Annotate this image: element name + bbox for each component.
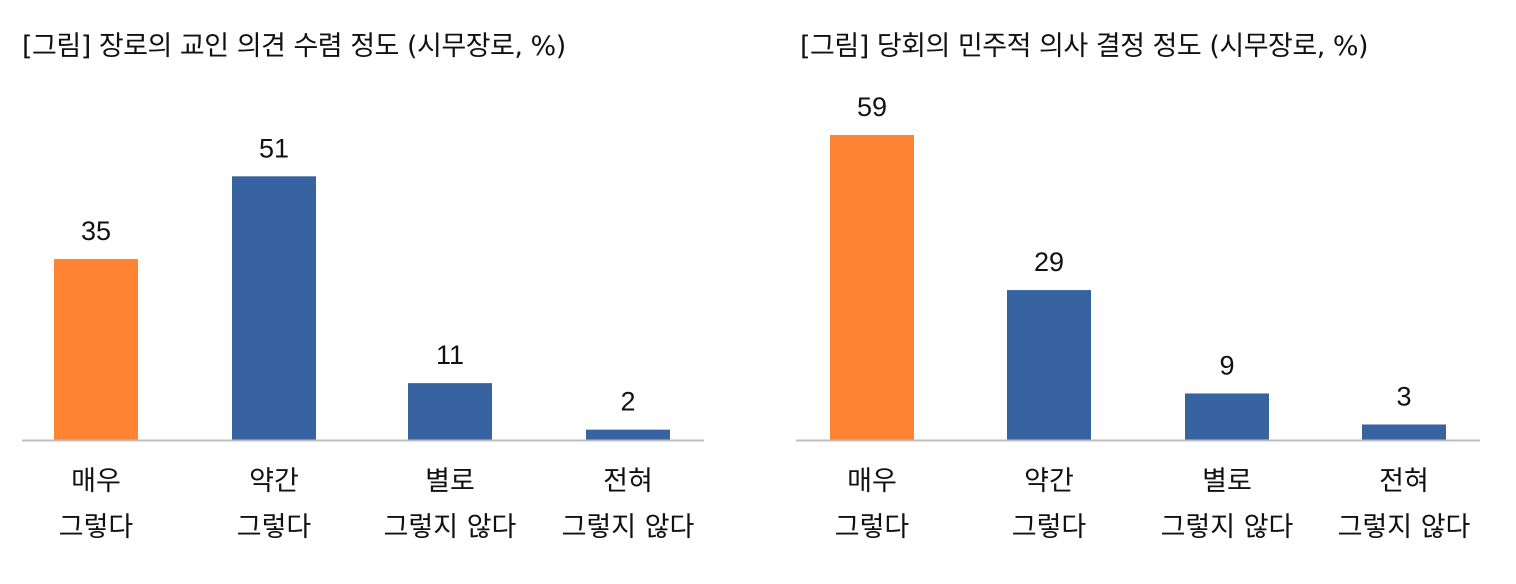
data-label: 51 (259, 133, 289, 163)
category-label: 전혀 (603, 466, 653, 497)
category-label: 그렇다 (59, 512, 134, 543)
data-label: 29 (1034, 247, 1064, 277)
data-label: 3 (1396, 381, 1411, 411)
category-label: 별로 (425, 466, 475, 497)
bar-1 (830, 134, 914, 440)
category-label: 매우 (71, 466, 121, 497)
bar-4 (1362, 424, 1446, 440)
bar-2 (1007, 290, 1091, 440)
category-label: 그렇지 않다 (562, 512, 695, 543)
category-label: 그렇지 않다 (1161, 512, 1294, 543)
bar-2 (232, 176, 316, 440)
chart-title: [그림] 장로의 교인 의견 수렴 정도 (시무장로, %) (22, 31, 566, 62)
category-label: 그렇다 (1012, 512, 1087, 543)
chart-title: [그림] 당회의 민주적 의사 결정 정도 (시무장로, %) (800, 31, 1369, 62)
category-label: 약간 (249, 466, 299, 497)
category-label: 그렇지 않다 (384, 512, 517, 543)
bar-1 (54, 259, 138, 440)
bar-4 (586, 429, 670, 440)
category-label: 그렇지 않다 (1338, 512, 1471, 543)
category-label: 그렇다 (237, 512, 312, 543)
data-label: 9 (1219, 350, 1234, 380)
data-label: 59 (857, 92, 887, 122)
category-label: 전혀 (1379, 466, 1429, 497)
bar-3 (408, 383, 492, 440)
data-label: 35 (81, 216, 111, 246)
category-label: 그렇다 (835, 512, 910, 543)
bar-3 (1185, 393, 1269, 440)
category-label: 매우 (847, 466, 897, 497)
category-label: 별로 (1202, 466, 1252, 497)
category-label: 약간 (1024, 466, 1074, 497)
data-label: 11 (436, 340, 464, 370)
data-label: 2 (620, 387, 635, 417)
